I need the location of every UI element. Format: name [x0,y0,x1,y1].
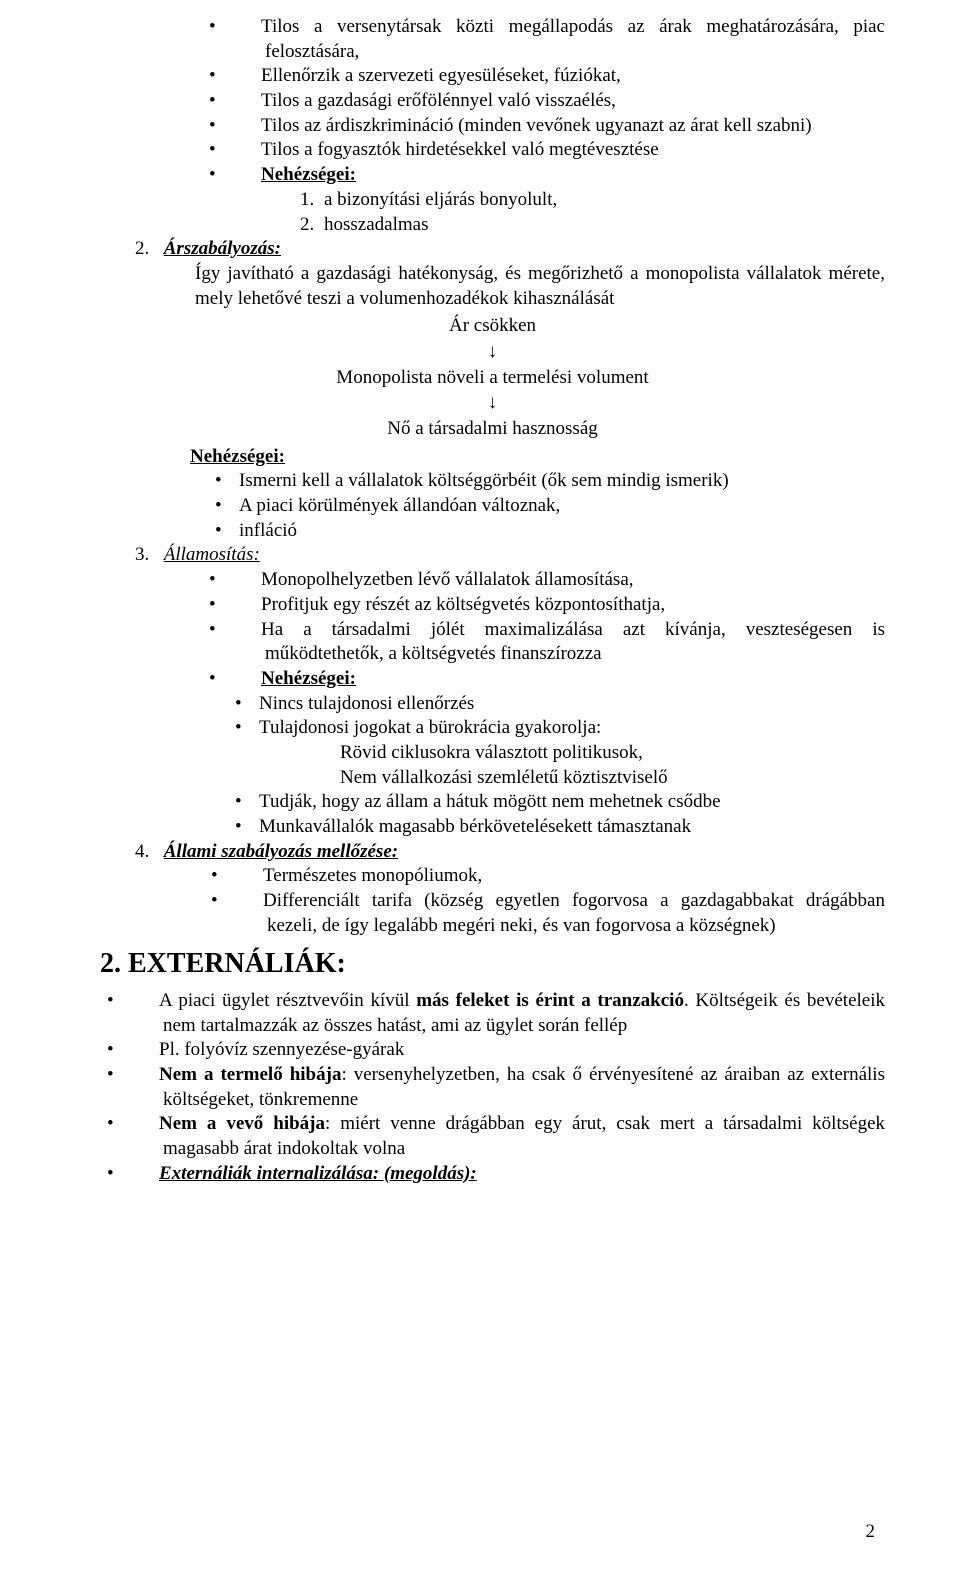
list-item: hosszadalmas [324,214,428,235]
bullet-icon [235,816,259,837]
list-item: Tilos az árdiszkrimináció (minden vevőne… [261,115,812,136]
flow-step: Monopolista növeli a termelési volument [100,366,885,391]
bullet-icon [237,164,261,185]
bullet-icon [135,1163,159,1184]
bullet-icon [237,594,261,615]
section-4-list: Természetes monopóliumok, Differenciált … [100,864,885,938]
list-item: Nincs tulajdonosi ellenőrzés [259,693,474,714]
list-item: Differenciált tarifa (község egyetlen fo… [263,890,885,936]
list-item: Ismerni kell a vállalatok költséggörbéit… [239,470,729,491]
page-number: 2 [866,1520,876,1545]
bullet-icon [215,495,239,516]
list-number: 2. [135,237,159,262]
list-item: Rövid ciklusokra választott politikusok, [340,741,885,766]
flow-step: Nő a társadalmi hasznosság [100,417,885,442]
section-2-heading: 2. Árszabályozás: [135,237,885,262]
list-item: Tilos a versenytársak közti megállapodás… [261,16,885,62]
list-item: Profitjuk egy részét az költségvetés köz… [261,594,665,615]
bullet-icon [135,1113,159,1134]
nehezsegei-label: Nehézségei: [261,164,356,185]
list-item: Ha a társadalmi jólét maximalizálása azt… [261,619,885,665]
list-item: Nem vállalkozási szemléletű köztisztvise… [340,766,885,791]
list-item: Tudják, hogy az állam a hátuk mögött nem… [259,791,721,812]
list-item: Monopolhelyzetben lévő vállalatok államo… [261,569,634,590]
list-item: Tilos a fogyasztók hirdetésekkel való me… [261,139,659,160]
section-label: Államosítás: [164,544,260,565]
nehezsegei-numbered-list: 1.a bizonyítási eljárás bonyolult, 2.hos… [100,188,885,237]
bullet-icon [237,90,261,111]
list-number: 3. [135,543,159,568]
nehezsegei-list-2: Ismerni kell a vállalatok költséggörbéit… [100,469,885,543]
section-3-list: Monopolhelyzetben lévő vállalatok államo… [100,568,885,691]
arrow-down-icon: ↓ [100,391,885,416]
bullet-icon [237,668,261,689]
flow-step: Ár csökken [100,314,885,339]
list-item: Pl. folyóvíz szennyezése-gyárak [159,1039,404,1060]
section-3-heading: 3. Államosítás: [135,543,885,568]
bullet-icon [215,520,239,541]
bullet-icon [235,693,259,714]
list-number: 2. [300,213,324,238]
list-item: Tulajdonosi jogokat a bürokrácia gyakoro… [259,717,601,738]
bullet-icon [235,791,259,812]
list-number: 4. [135,840,159,865]
bullet-icon [237,619,261,640]
list-item: A piaci körülmények állandóan változnak, [239,495,560,516]
bullet-icon [215,470,239,491]
section-label: Állami szabályozás mellőzése: [164,841,398,862]
list-item: Természetes monopóliumok, [263,865,482,886]
bullet-icon [237,139,261,160]
section-label: Árszabályozás: [164,238,281,259]
bullet-icon [237,569,261,590]
heading-externaliak: 2. EXTERNÁLIÁK: [100,946,885,982]
section-2-paragraph: Így javítható a gazdasági hatékonyság, é… [195,262,885,311]
bullet-icon [239,890,263,911]
bullet-icon [135,1039,159,1060]
bullet-icon [237,115,261,136]
list-number: 1. [300,188,324,213]
section-3-sublist: Nincs tulajdonosi ellenőrzés Tulajdonosi… [100,692,885,741]
section-3-sublist-2: Tudják, hogy az állam a hátuk mögött nem… [100,790,885,839]
section-4-heading: 4. Állami szabályozás mellőzése: [135,840,885,865]
list-item: Tilos a gazdasági erőfölénnyel való viss… [261,90,616,111]
bullet-icon [135,1064,159,1085]
bullet-icon [237,65,261,86]
list-item: Ellenőrzik a szervezeti egyesüléseket, f… [261,65,621,86]
bullet-icon [135,990,159,1011]
list-item: Munkavállalók magasabb bérkövetelésekett… [259,816,691,837]
arrow-down-icon: ↓ [100,340,885,365]
bullet-icon [237,16,261,37]
list-item: Externáliák internalizálása: (megoldás): [159,1163,477,1184]
list-item: Nem a vevő hibája: miért venne drágábban… [159,1113,885,1159]
list-item: a bizonyítási eljárás bonyolult, [324,189,557,210]
bullet-icon [239,865,263,886]
list-item: Nem a termelő hibája: versenyhelyzetben,… [159,1064,885,1110]
document-page: Tilos a versenytársak közti megállapodás… [0,0,960,1570]
list-item: A piaci ügylet résztvevőin kívül más fel… [159,990,885,1036]
list-item: infláció [239,520,297,541]
bullet-icon [235,717,259,738]
externaliak-list: A piaci ügylet résztvevőin kívül más fel… [100,989,885,1187]
top-bullet-list: Tilos a versenytársak közti megállapodás… [100,15,885,188]
nehezsegei-label: Nehézségei: [261,668,356,689]
nehezsegei-label: Nehézségei: [190,446,285,467]
